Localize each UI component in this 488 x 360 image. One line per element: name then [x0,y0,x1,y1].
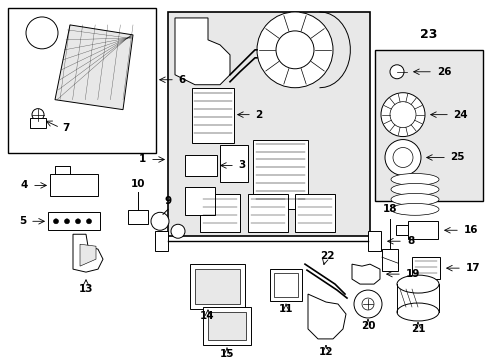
Text: 14: 14 [200,311,214,321]
Bar [190,264,244,309]
Text: 19: 19 [405,269,420,279]
Bar [128,210,148,224]
Bar [168,12,369,236]
Bar [247,194,287,232]
Text: 1: 1 [139,154,146,165]
Circle shape [389,65,403,79]
Circle shape [384,140,420,175]
Polygon shape [55,25,133,110]
Text: 15: 15 [219,349,234,359]
Text: 12: 12 [318,347,332,357]
Ellipse shape [396,275,438,293]
Bar [184,188,215,215]
Circle shape [171,224,184,238]
Circle shape [64,219,69,224]
Circle shape [151,212,169,230]
Text: 22: 22 [319,251,334,261]
Text: 18: 18 [382,204,396,214]
Bar [269,269,302,301]
Bar [207,312,245,340]
Text: 13: 13 [79,284,93,294]
Text: 17: 17 [465,263,480,273]
Polygon shape [73,234,103,272]
Circle shape [275,31,313,69]
Bar [407,221,437,239]
Circle shape [32,109,44,121]
Text: 26: 26 [436,67,450,77]
Circle shape [86,219,91,224]
Text: 11: 11 [278,304,293,314]
Bar [30,118,46,127]
Text: 5: 5 [19,216,26,226]
Circle shape [26,17,58,49]
Polygon shape [80,244,96,266]
Ellipse shape [396,303,438,321]
Text: 2: 2 [254,110,262,120]
Bar [48,212,100,230]
Bar [220,144,247,183]
Bar [411,257,439,279]
Circle shape [353,290,381,318]
Bar [184,154,217,176]
Bar [294,194,334,232]
Circle shape [380,93,424,136]
Text: 10: 10 [130,179,145,189]
Bar [195,269,240,304]
Text: 7: 7 [62,123,69,132]
Bar [374,50,482,201]
Ellipse shape [390,174,438,185]
Text: 3: 3 [238,161,245,171]
Bar [8,8,156,153]
Bar [155,231,168,251]
Bar [200,194,240,232]
Circle shape [361,298,373,310]
Bar [381,249,397,271]
Bar [252,140,307,209]
Bar [367,231,380,251]
Text: 20: 20 [360,321,374,331]
Circle shape [53,219,59,224]
Text: 8: 8 [406,236,413,246]
Circle shape [392,148,412,167]
Circle shape [389,102,415,127]
Text: 24: 24 [452,110,467,120]
Circle shape [75,219,81,224]
Text: 23: 23 [420,28,437,41]
Polygon shape [351,264,379,284]
Text: 6: 6 [178,75,185,85]
Bar [273,273,297,297]
Bar [50,175,98,196]
Text: 25: 25 [449,153,464,162]
Polygon shape [307,294,346,339]
Text: 16: 16 [463,225,478,235]
Text: 21: 21 [410,324,425,334]
Text: 9: 9 [164,196,171,206]
Bar [192,88,234,143]
Ellipse shape [390,193,438,205]
Bar [203,307,250,345]
Ellipse shape [390,183,438,195]
Ellipse shape [390,203,438,215]
Text: 4: 4 [20,180,28,190]
Bar [395,225,407,235]
Polygon shape [175,18,229,85]
Circle shape [257,12,332,88]
